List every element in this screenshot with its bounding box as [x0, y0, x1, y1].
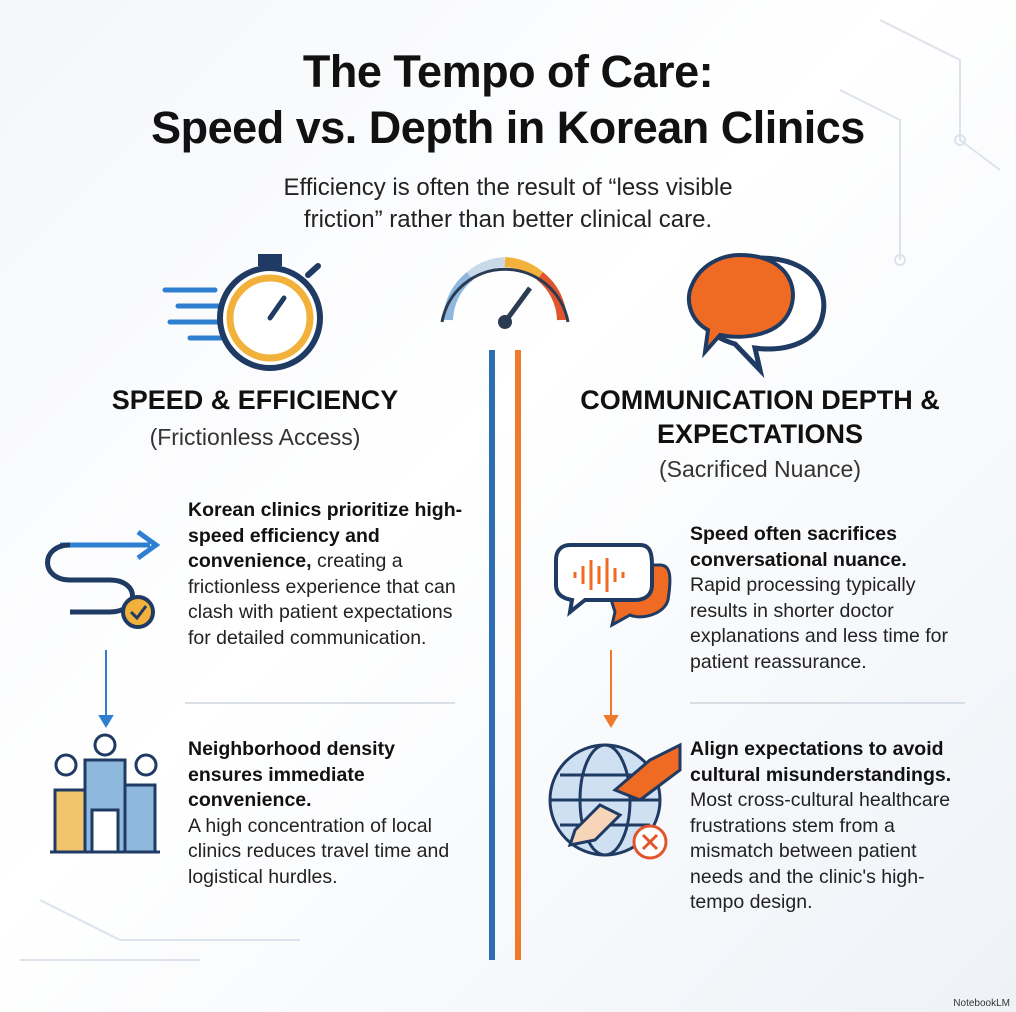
item-bold: Neighborhood density ensures immediate c… [188, 738, 395, 811]
buildings-icon [50, 733, 160, 854]
left-subheading: (Frictionless Access) [149, 424, 361, 450]
flow-icon [45, 529, 161, 629]
item-bold: Korean clinics prioritize high-speed eff… [188, 499, 463, 572]
item-bold: Align expectations to avoid cultural mis… [690, 738, 952, 786]
right-item: Align expectations to avoid cultural mis… [690, 737, 970, 916]
chat-icon [687, 252, 827, 379]
item-body: A high concentration of local clinics re… [188, 814, 450, 888]
item-body: Rapid processing typically results in sh… [690, 574, 948, 673]
right-heading: COMMUNICATION DEPTH & EXPECTATIONS [580, 385, 940, 449]
left-item: Korean clinics prioritize high-speed eff… [188, 498, 478, 651]
globe-icon [548, 742, 682, 860]
speech-icon [554, 543, 672, 628]
subtitle: Efficiency is often the result of “less … [283, 174, 733, 233]
title-line: The Tempo of Care: [302, 46, 714, 97]
item-body: creating a frictionless experience that … [188, 550, 456, 649]
title-line: Speed vs. Depth in Korean Clinics [151, 102, 865, 153]
left-heading: SPEED & EFFICIENCY [111, 385, 399, 415]
left-item: Neighborhood density ensures immediate c… [188, 737, 458, 890]
item-body: Most cross-cultural healthcare frustrati… [690, 789, 951, 913]
right-subheading: (Sacrificed Nuance) [659, 456, 861, 482]
stopwatch-icon [162, 254, 323, 371]
watermark: NotebookLM [953, 998, 1010, 1009]
gauge-icon [440, 257, 570, 329]
right-item: Speed often sacrifices conversational nu… [690, 522, 960, 675]
item-bold: Speed often sacrifices conversational nu… [690, 523, 907, 571]
